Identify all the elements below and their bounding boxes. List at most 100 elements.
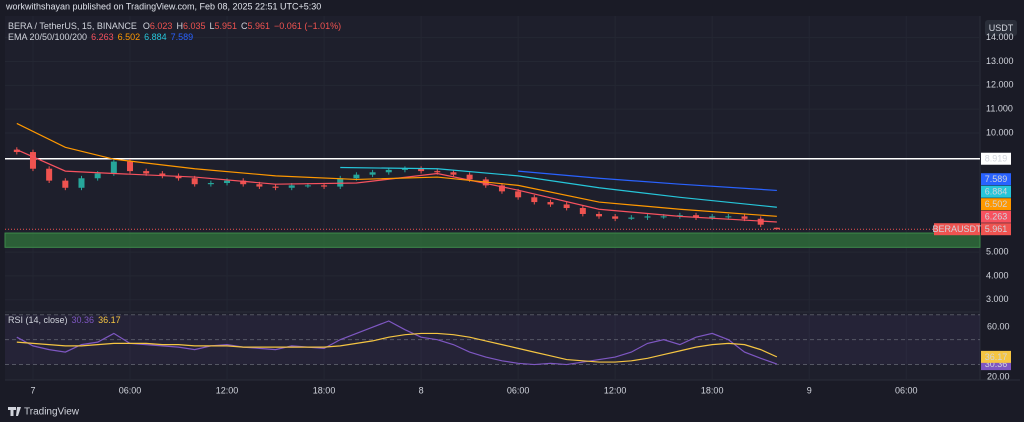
ohlc-prefix: H [176,21,183,31]
candle-body [224,180,231,184]
x-tick-label: 06:00 [507,385,530,395]
series-line [518,170,777,192]
candle-body [127,161,134,172]
x-tick-label: 06:00 [895,385,918,395]
candle-body [531,197,538,203]
price-label-bg [981,173,1011,186]
footer: TradingView [24,407,80,418]
x-tick-label: 7 [30,385,35,395]
candle-body [693,215,700,218]
plot-area [5,16,980,380]
candle-body [595,213,602,217]
candle-body [725,216,732,218]
candle-body [644,216,651,218]
indicator-value: 7.589 [171,32,194,42]
rsi-label: 36.17 [985,352,1008,362]
candle-body [466,174,473,180]
price-label-bg [981,223,1011,236]
candle-body [773,227,780,230]
currency-button[interactable] [985,20,1017,36]
symbol-label-bg [934,223,980,236]
candle-body [579,208,586,214]
candle-body [498,185,505,192]
ohlc-prefix: O [143,21,150,31]
candle-body [628,217,635,219]
candle-body [434,171,441,173]
candle-body [256,184,263,187]
ohlc-prefix: L [209,21,214,31]
rsi-value: 36.17 [98,315,121,325]
candle-body [353,174,360,179]
ohlc-prefix: C [241,21,248,31]
level-label-bg [981,152,1011,165]
legend-title: BERA / TetherUS, 15, BINANCE [8,21,137,31]
candle-body [321,185,328,187]
candle-body [401,168,408,170]
candle-body [385,169,392,173]
candle-body [46,168,53,181]
y-tick-label: 13.000 [986,56,1014,66]
price-label: 7.589 [985,174,1008,184]
ohlc-value: 6.035 [183,21,206,31]
candle-body [660,216,667,218]
x-tick-label: 8 [419,385,424,395]
price-label: 6.884 [985,187,1008,197]
candle-body [207,183,214,185]
price-label: 5.961 [985,224,1008,234]
y-tick-label: 10.000 [986,127,1014,137]
header: workwithshayan published on TradingView.… [5,1,321,11]
candle-body [29,152,36,169]
series-line [16,332,778,363]
zone [4,232,981,248]
ohlc-value: 5.961 [248,21,271,31]
y-tick-label: 12.000 [986,80,1014,90]
legend: RSI (14, close) 30.36 36.17 [8,315,121,325]
price-label-bg [981,185,1011,198]
candle-body [240,180,247,185]
series-line [16,122,777,217]
candle-body [62,180,69,188]
price-label-bg [981,210,1011,223]
legend: BERA / TetherUS, 15, BINANCE O6.023 H6.035… [8,21,341,31]
y-tick-label: 3.000 [986,294,1009,304]
y-tick-label: 14.000 [986,32,1014,42]
rsi-value: 30.36 [72,315,95,325]
candle-body [288,185,295,188]
candle-body [304,185,311,187]
candle-body [563,204,570,209]
candle-body [78,178,85,188]
indicator-value: 6.884 [144,32,167,42]
candle-body [741,216,748,219]
x-tick-label: 9 [807,385,812,395]
y-tick-label: 11.000 [986,104,1013,114]
candle-body [13,149,20,153]
currency[interactable]: USDT [989,23,1014,33]
y-tick-label: 5.000 [986,246,1009,256]
indicator-value: 6.263 [91,32,114,42]
level-label: 8.919 [985,154,1008,164]
x-tick-label: 06:00 [119,385,142,395]
symbol-label: BERAUSDT [932,224,982,234]
candle-body [709,216,716,218]
x-tick-label: 12:00 [604,385,627,395]
candle-body [450,172,457,175]
rsi-tick-label: 60.00 [987,322,1010,332]
candle-body [143,171,150,174]
series-line [16,320,778,366]
ohlc-value: 6.023 [150,21,173,31]
candle-body [272,186,279,188]
series-line [340,166,777,208]
candle-body [369,172,376,175]
rsi-tick-label: 20.00 [987,371,1010,381]
candle-body [418,168,425,172]
price-label: 6.502 [985,199,1008,209]
series-line [16,149,777,223]
price-label-bg [981,198,1011,211]
price-label: 6.263 [985,212,1008,222]
candle-body [337,178,344,187]
x-tick-label: 12:00 [216,385,239,395]
candle-body [110,161,117,174]
candle-body [547,202,554,205]
indicator-value: 6.502 [118,32,141,42]
